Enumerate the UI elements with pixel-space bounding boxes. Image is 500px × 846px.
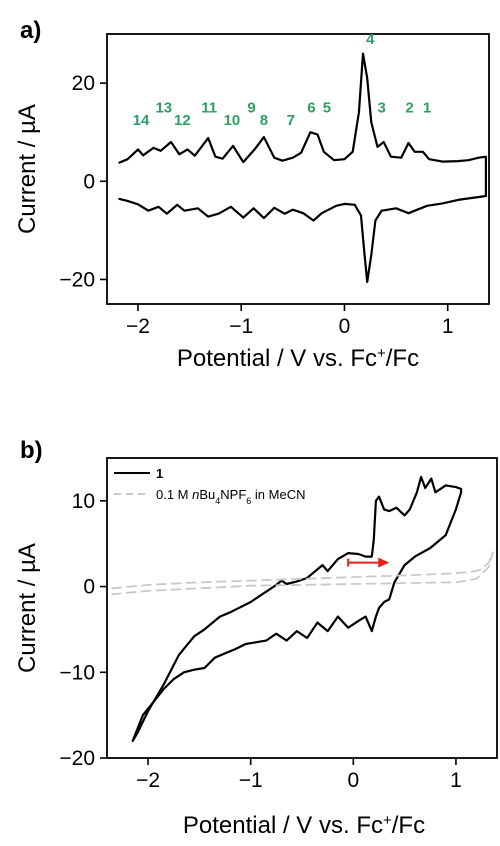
peak-label: 10 [224, 112, 241, 129]
panel-a: a) −20 0 20 −2 −1 0 1 Current / µA Potential … [14, 17, 490, 373]
x-tick-label: −1 [239, 769, 263, 792]
panel-a-x-axis: −2 −1 0 1 [126, 304, 454, 338]
panel-a-x-axis-title-sup: + [377, 345, 386, 362]
peak-label: 11 [201, 100, 217, 117]
panel-b-x-axis-title-base: Potential / V vs. Fc [183, 812, 383, 839]
panel-a-label: a) [20, 17, 41, 44]
legend-label-series-1: 1 [156, 466, 163, 481]
legend-part-concentration: 0.1 M [156, 487, 192, 502]
peak-label: 13 [155, 100, 172, 117]
peak-label: 6 [307, 100, 315, 117]
y-tick-label: 10 [72, 490, 95, 513]
x-tick-label: −1 [229, 315, 253, 338]
series-line-reduction [118, 194, 487, 283]
panel-a-x-axis-title-tail: /Fc [386, 345, 419, 372]
x-tick-label: 0 [339, 315, 351, 338]
legend-part-sub-4: 4 [215, 496, 220, 506]
x-tick-label: −2 [126, 315, 150, 338]
panel-a-frame [106, 33, 490, 305]
y-tick-label: 0 [83, 170, 95, 193]
panel-b-x-axis-title-tail: /Fc [392, 812, 425, 839]
series-line-oxidation [118, 52, 487, 198]
panel-b-frame [106, 457, 498, 759]
panel-a-y-axis-title: Current / µA [14, 104, 41, 234]
panel-b-x-axis-title: Potential / V vs. Fc+/Fc [183, 812, 425, 840]
panel-a-y-axis: −20 0 20 [59, 72, 107, 291]
panel-a-x-axis-title: Potential / V vs. Fc+/Fc [177, 345, 419, 373]
panel-b-x-axis: −2 −1 0 1 [136, 758, 462, 792]
panel-a-series [118, 52, 487, 283]
panel-b-scan-direction-arrow [347, 557, 390, 568]
legend-part-npf: NPF [220, 487, 246, 502]
x-tick-label: 0 [347, 769, 359, 792]
y-tick-label: −20 [59, 268, 95, 291]
peak-label: 5 [323, 100, 331, 117]
panel-b-y-axis-title: Current / µA [14, 543, 41, 673]
panel-b-x-axis-title-sup: + [383, 812, 392, 829]
panel-b-series [111, 475, 494, 742]
peak-label: 9 [247, 100, 255, 117]
y-tick-label: −20 [59, 747, 95, 770]
series-line-series-1 [111, 551, 494, 596]
series-line-series-0 [131, 475, 463, 742]
legend-part-solvent: in MeCN [251, 487, 305, 502]
panel-b-y-axis: −20 −10 0 10 [59, 490, 107, 770]
peak-label: 8 [260, 112, 268, 129]
legend-part-n: n [192, 487, 199, 502]
y-tick-label: −10 [59, 661, 95, 684]
arrow-head [378, 557, 390, 568]
panel-b-legend: 1 0.1 M nBu4NPF6 in MeCN [114, 466, 305, 506]
panel-a-x-axis-title-base: Potential / V vs. Fc [177, 345, 377, 372]
legend-label-series-electrolyte: 0.1 M nBu4NPF6 in MeCN [156, 487, 305, 506]
peak-label: 2 [405, 100, 413, 117]
x-tick-label: −2 [136, 769, 160, 792]
peak-label: 3 [377, 100, 385, 117]
x-tick-label: 1 [450, 769, 462, 792]
peak-label: 1 [423, 100, 431, 117]
peak-label: 7 [287, 112, 295, 129]
peak-label: 12 [174, 112, 191, 129]
peak-label: 4 [366, 31, 375, 48]
y-tick-label: 20 [72, 72, 95, 95]
y-tick-label: 0 [83, 576, 95, 599]
legend-part-sub-6: 6 [246, 496, 251, 506]
x-tick-label: 1 [442, 315, 454, 338]
legend-part-bu: Bu [199, 487, 215, 502]
panel-b-label: b) [20, 437, 43, 464]
peak-label: 14 [133, 112, 150, 129]
